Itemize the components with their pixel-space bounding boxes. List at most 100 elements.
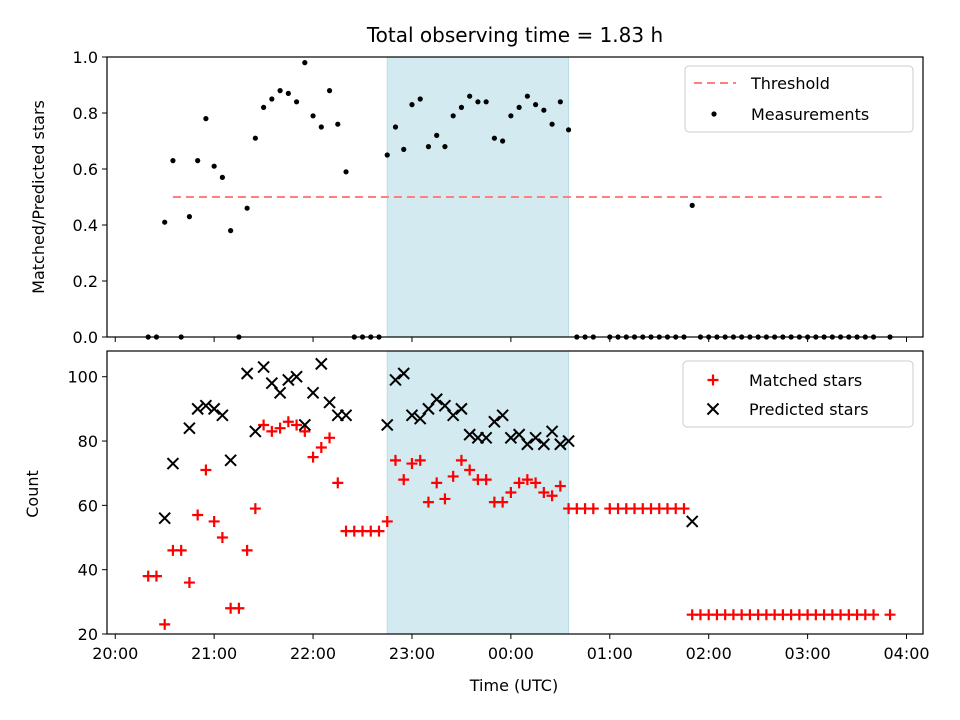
measurement-point [549, 121, 555, 127]
matched-star-point [868, 609, 880, 621]
predicted-star-point [488, 415, 501, 428]
legend-matched-swatch [707, 374, 719, 386]
measurement-point [524, 93, 530, 99]
matched-star-point [398, 474, 410, 486]
measurement-point [170, 158, 176, 164]
matched-star-point [513, 477, 525, 489]
matched-star-point [505, 487, 517, 498]
x-axis-title: Time (UTC) [469, 676, 558, 695]
predicted-star-point [545, 425, 559, 438]
measurement-point [425, 144, 432, 150]
matched-star-point [422, 496, 434, 508]
predicted-star-point [166, 457, 180, 470]
matched-star-point [216, 532, 228, 544]
matched-star-point [150, 570, 162, 582]
y-tick-label: 20 [78, 625, 98, 644]
predicted-star-point [273, 386, 287, 400]
predicted-star-point [537, 438, 551, 451]
measurement-point [384, 152, 390, 158]
x-tick-label: 01:00 [587, 644, 633, 663]
matched-star-point [307, 451, 319, 463]
matched-star-point [159, 618, 171, 630]
matched-star-point [249, 503, 261, 515]
measurement-point [516, 104, 522, 110]
count-plot-frame [106, 350, 924, 635]
ratio-legend-box [684, 65, 914, 133]
predicted-star-point [463, 428, 476, 441]
x-tick-label: 22:00 [290, 644, 336, 663]
legend-matched-label: Matched stars [749, 371, 862, 390]
matched-star-point [464, 464, 476, 476]
predicted-star-point [430, 393, 443, 406]
measurement-point [483, 99, 489, 105]
predicted-star-point [224, 454, 237, 467]
count-y-axis-title: Count [23, 470, 42, 518]
matched-star-point [233, 602, 245, 614]
matched-star-point [455, 454, 467, 466]
x-tick-label: 04:00 [883, 644, 929, 663]
matched-star-point [414, 454, 426, 466]
x-tick-label: 03:00 [785, 644, 831, 663]
matched-star-point [373, 525, 385, 537]
measurement-point [401, 146, 407, 152]
y-tick-label: 1.0 [73, 48, 98, 67]
measurement-point [318, 124, 324, 130]
measurement-point [277, 88, 283, 94]
measurement-point [491, 135, 497, 141]
y-tick-label: 40 [78, 561, 98, 580]
matched-star-point [538, 487, 550, 498]
predicted-star-point [282, 373, 295, 387]
measurement-point [409, 102, 415, 108]
matched-star-point [332, 477, 344, 489]
predicted-star-point [323, 396, 336, 409]
matched-star-point [497, 496, 509, 508]
matched-star-point [192, 509, 204, 521]
predicted-star-point [446, 409, 460, 422]
matched-star-point [282, 416, 294, 428]
y-tick-label: 0.6 [73, 160, 98, 179]
predicted-star-point [521, 438, 534, 451]
matched-star-point [546, 490, 558, 502]
matched-star-point [431, 477, 443, 489]
predicted-star-point [529, 431, 542, 445]
measurement-point [434, 132, 440, 138]
measurement-point [244, 205, 250, 211]
ratio-y-axis-title: Matched/Predicted stars [29, 100, 48, 294]
x-tick-label: 20:00 [92, 644, 138, 663]
matched-star-point [324, 432, 336, 444]
legend-predicted-swatch [706, 402, 720, 416]
matched-star-point [315, 441, 327, 453]
matched-star-point [447, 470, 459, 482]
predicted-star-point [191, 402, 204, 416]
matched-star-point [200, 464, 212, 476]
predicted-star-point [686, 515, 699, 528]
matched-star-point [274, 422, 286, 434]
matched-star-point [480, 474, 492, 486]
x-tick-label: 23:00 [389, 644, 435, 663]
x-tick-label: 21:00 [191, 644, 237, 663]
matched-star-point [266, 425, 278, 437]
predicted-star-point [240, 367, 254, 380]
matched-star-point [241, 544, 253, 556]
measurement-point [302, 60, 308, 66]
measurement-point [557, 99, 563, 105]
ratio-legend: Threshold Measurements [684, 65, 914, 133]
x-tick-label: 00:00 [488, 644, 534, 663]
predicted-star-point [562, 434, 575, 448]
legend-measurements-label: Measurements [751, 105, 869, 124]
measurement-point [326, 88, 333, 94]
predicted-star-point [290, 370, 303, 383]
measurement-point [195, 158, 201, 164]
legend-threshold-label: Threshold [750, 74, 830, 93]
matched-star-point [208, 515, 220, 527]
measurement-point [186, 214, 193, 220]
predicted-star-point [455, 402, 468, 416]
measurement-point [219, 174, 225, 180]
measurement-point [500, 138, 506, 144]
measurement-point [293, 99, 300, 105]
y-tick-label: 0.2 [73, 272, 98, 291]
matched-star-point [530, 477, 542, 489]
measurement-point [162, 219, 168, 225]
y-tick-label: 0.4 [73, 216, 98, 235]
